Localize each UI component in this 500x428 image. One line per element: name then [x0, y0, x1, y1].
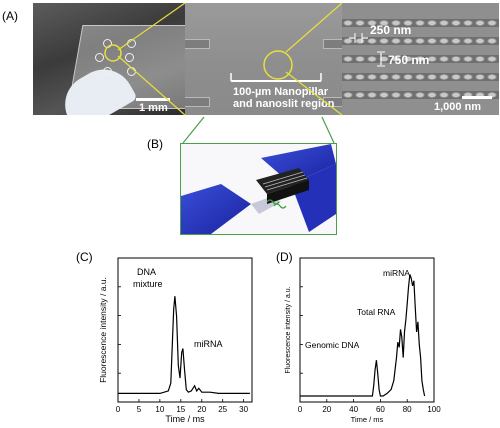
x-tick-label: 20: [197, 405, 206, 414]
scale-label-1: 1 mm: [139, 102, 168, 114]
chart-d-series-line: [300, 274, 426, 397]
chart-d-x-ticks: 0 20 40 60 80 100: [298, 286, 441, 414]
x-tick-label: 0: [298, 405, 303, 414]
region-label-line2: and nanoslit region: [233, 98, 335, 110]
chart-d-annotation-mirna: miRNA: [383, 268, 410, 278]
dim-width-label: 250 nm: [370, 23, 412, 37]
pillar-row: [342, 55, 499, 63]
x-tick-label: 15: [176, 405, 185, 414]
chart-d-annotation-genomic: Genomic DNA: [305, 340, 360, 350]
chart-d-annotation-total-rna: Total RNA: [357, 307, 396, 317]
x-tick-label: 60: [376, 405, 385, 414]
panel-label-b: (B): [147, 137, 163, 151]
x-tick-label: 80: [403, 405, 412, 414]
channel-top-left: [185, 39, 210, 49]
chart-d-xlabel: Time / ms: [351, 415, 384, 424]
panel-label-d: (D): [276, 250, 293, 264]
zoom-circle-2: [230, 50, 322, 82]
chart-c-annotation-dna: DNA: [137, 267, 156, 277]
chart-c-axes: [117, 257, 253, 403]
channel-bottom-left: [185, 97, 210, 107]
sem-image-channels: 100-µm Nanopillar and nanoslit region: [185, 3, 342, 115]
pillar-row: [342, 37, 499, 45]
chip-port: [125, 53, 134, 62]
x-tick-label: 40: [349, 405, 358, 414]
x-tick-label: 100: [427, 405, 441, 414]
dimension-markers: [349, 33, 385, 67]
chip-photo: 1 mm: [33, 3, 185, 115]
chart-c-annotation-mirna: miRNA: [194, 339, 223, 349]
x-tick-label: 0: [116, 405, 121, 414]
chart-c-xlabel: Time / ms: [165, 414, 205, 424]
zoom-connector-lines: [117, 2, 343, 144]
dim-height-label: 750 nm: [388, 53, 430, 67]
chart-c-x-ticks: 0 5 10 15 20 25 30: [116, 286, 249, 414]
region-label-line1: 100-µm Nanopillar: [233, 86, 328, 98]
chart-c-ylabel: Fluorescence intensity / a.u.: [98, 277, 108, 383]
x-tick-label: 10: [155, 405, 164, 414]
x-tick-label: 20: [322, 405, 331, 414]
device-schematic: [180, 143, 337, 235]
scale-bar-1: [136, 98, 170, 101]
scale-bar-3: [462, 96, 492, 99]
schematic-drawing: [181, 144, 336, 234]
chip-port: [103, 67, 112, 76]
scale-label-3: 1,000 nm: [434, 101, 482, 113]
pillar-row: [342, 19, 499, 27]
chart-c-series-line: [118, 296, 250, 394]
x-tick-label: 5: [137, 405, 142, 414]
x-tick-label: 30: [239, 405, 248, 414]
pillar-row: [342, 91, 499, 99]
chart-c-annotation-mixture: mixture: [133, 279, 163, 289]
chart-d-axes: [299, 257, 435, 403]
pillar-row: [342, 73, 499, 81]
chart-d-ylabel: Fluorescence intensity / a.u.: [285, 286, 292, 373]
zoom-circle-1: [104, 44, 122, 62]
chip-port: [95, 53, 104, 62]
x-tick-label: 25: [218, 405, 227, 414]
panel-label-a: (A): [2, 9, 18, 23]
panel-label-c: (C): [76, 250, 93, 264]
channel-bottom-right: [323, 97, 342, 107]
channel-top-right: [323, 39, 342, 49]
sem-image-nanopillars: 250 nm 750 nm 1,000 nm: [342, 3, 499, 115]
